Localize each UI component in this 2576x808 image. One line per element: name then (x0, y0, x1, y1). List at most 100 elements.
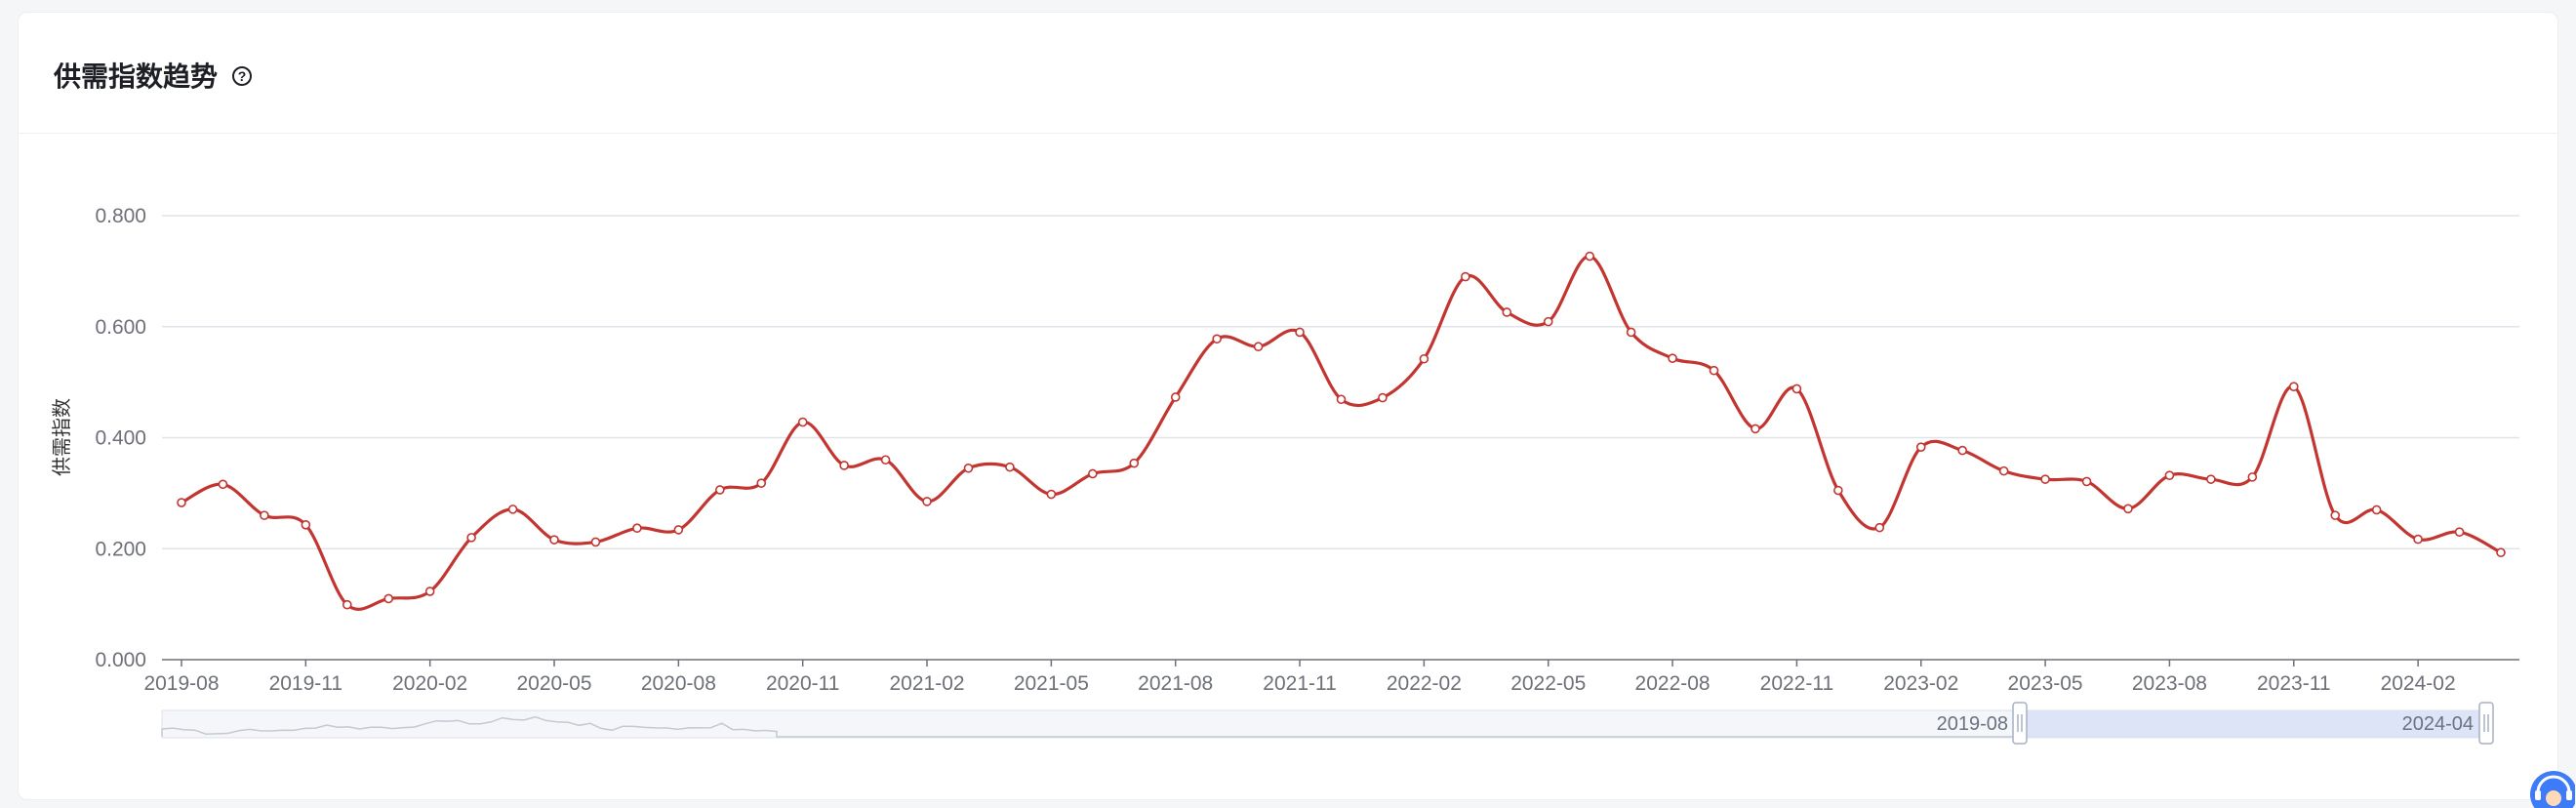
data-point[interactable] (1874, 522, 1885, 533)
data-point[interactable] (1005, 462, 1015, 472)
x-tick-label: 2021-05 (1014, 672, 1089, 695)
y-tick-label: 0.000 (95, 649, 146, 671)
x-tick-label: 2024-02 (2381, 672, 2456, 695)
data-zoom-start-label: 2019-08 (1937, 713, 2008, 735)
y-tick-label: 0.400 (95, 427, 146, 450)
data-point[interactable] (507, 505, 518, 514)
data-point[interactable] (2496, 547, 2506, 558)
data-zoom-slider[interactable]: 2019-08 2024-04 (161, 702, 2494, 745)
data-point[interactable] (1046, 489, 1057, 500)
data-point[interactable] (839, 461, 849, 470)
data-point[interactable] (1543, 316, 1553, 327)
y-tick-label: 0.200 (95, 538, 146, 560)
x-tick-label: 2020-11 (766, 672, 840, 695)
data-point[interactable] (1419, 353, 1429, 364)
x-tick-label: 2019-08 (143, 672, 219, 695)
data-point[interactable] (424, 586, 435, 596)
chart-card: 供需指数趋势 ? (18, 12, 2558, 800)
data-point[interactable] (1502, 307, 1512, 317)
data-point[interactable] (2123, 504, 2133, 514)
data-zoom-end-handle[interactable] (2478, 702, 2494, 745)
data-zoom-selected-range[interactable] (2020, 710, 2486, 738)
data-point[interactable] (2164, 470, 2175, 480)
x-tick-label: 2022-02 (1387, 672, 1462, 695)
data-point[interactable] (756, 478, 767, 488)
x-tick-label: 2020-05 (516, 672, 591, 695)
x-tick-label: 2020-08 (641, 672, 716, 695)
data-point[interactable] (632, 523, 642, 534)
data-point[interactable] (1336, 394, 1347, 405)
grid-lines (162, 215, 2519, 549)
data-point[interactable] (1253, 342, 1264, 352)
x-tick-label: 2019-11 (269, 672, 343, 695)
data-point[interactable] (1212, 334, 1222, 344)
data-point[interactable] (2040, 474, 2050, 484)
y-tick-label: 0.600 (95, 316, 146, 339)
question-circle-icon[interactable]: ? (232, 66, 252, 86)
data-zoom-end-label: 2024-04 (2402, 713, 2474, 735)
data-point[interactable] (549, 535, 559, 545)
data-point[interactable] (1751, 424, 1760, 434)
data-point[interactable] (2206, 474, 2216, 484)
x-tick-label: 2021-11 (1263, 672, 1337, 695)
x-tick-label: 2023-02 (1883, 672, 1958, 695)
series-line (181, 254, 2502, 611)
x-tick-label: 2023-08 (2132, 672, 2207, 695)
data-point[interactable] (177, 498, 186, 507)
data-point[interactable] (1295, 327, 1305, 338)
data-point[interactable] (1668, 353, 1677, 363)
data-point[interactable] (1709, 365, 1719, 376)
customer-service-icon[interactable] (2524, 761, 2575, 808)
data-point[interactable] (963, 463, 974, 473)
x-tick-label: 2023-11 (2257, 672, 2331, 695)
data-point[interactable] (1915, 442, 1926, 452)
series-points (177, 251, 2506, 610)
data-point[interactable] (922, 497, 932, 506)
data-point[interactable] (2371, 505, 2382, 515)
x-tick-label: 2021-08 (1138, 672, 1213, 695)
data-point[interactable] (673, 525, 684, 535)
y-axis-tick-labels: 0.000 0.200 0.400 0.600 0.800 (95, 205, 146, 671)
data-point[interactable] (880, 455, 891, 465)
data-point[interactable] (1461, 271, 1470, 282)
x-tick-label: 2020-02 (392, 672, 467, 695)
data-point[interactable] (797, 417, 808, 427)
data-zoom-start-handle[interactable] (2012, 702, 2028, 745)
data-point[interactable] (1791, 384, 1802, 394)
x-tick-label: 2022-11 (1760, 672, 1834, 695)
data-point[interactable] (715, 485, 725, 495)
data-point[interactable] (1585, 251, 1594, 262)
card-title: 供需指数趋势 (54, 61, 219, 92)
data-point[interactable] (590, 537, 601, 547)
data-point[interactable] (2081, 476, 2092, 487)
y-tick-label: 0.800 (95, 205, 146, 227)
data-point[interactable] (218, 479, 228, 490)
data-point[interactable] (383, 593, 394, 604)
data-point[interactable] (1088, 468, 1098, 479)
data-point[interactable] (2413, 534, 2423, 545)
data-point[interactable] (1957, 445, 1967, 456)
data-point[interactable] (2454, 527, 2465, 537)
x-tick-label: 2021-02 (889, 672, 964, 695)
data-point[interactable] (1833, 485, 1843, 496)
data-point[interactable] (1998, 465, 2009, 476)
data-point[interactable] (2288, 382, 2299, 391)
data-point[interactable] (2330, 510, 2341, 520)
data-point[interactable] (466, 533, 476, 543)
data-point[interactable] (1129, 458, 1140, 468)
data-zoom-preview-line (161, 715, 2488, 738)
data-point[interactable] (2247, 472, 2258, 482)
data-point[interactable] (1378, 392, 1388, 403)
data-point[interactable] (301, 519, 311, 530)
data-point[interactable] (342, 599, 352, 610)
x-axis: 2019-08 2019-11 2020-02 2020-05 2020-08 2020-… (143, 659, 2519, 695)
x-tick-label: 2022-05 (1510, 672, 1586, 695)
card-header: 供需指数趋势 ? (19, 13, 2557, 134)
data-point[interactable] (260, 510, 269, 520)
x-tick-label: 2023-05 (2008, 672, 2083, 695)
data-point[interactable] (1170, 392, 1181, 402)
x-tick-label: 2022-08 (1635, 672, 1711, 695)
y-axis-label: 供需指数 (51, 398, 73, 476)
data-point[interactable] (1626, 327, 1636, 338)
